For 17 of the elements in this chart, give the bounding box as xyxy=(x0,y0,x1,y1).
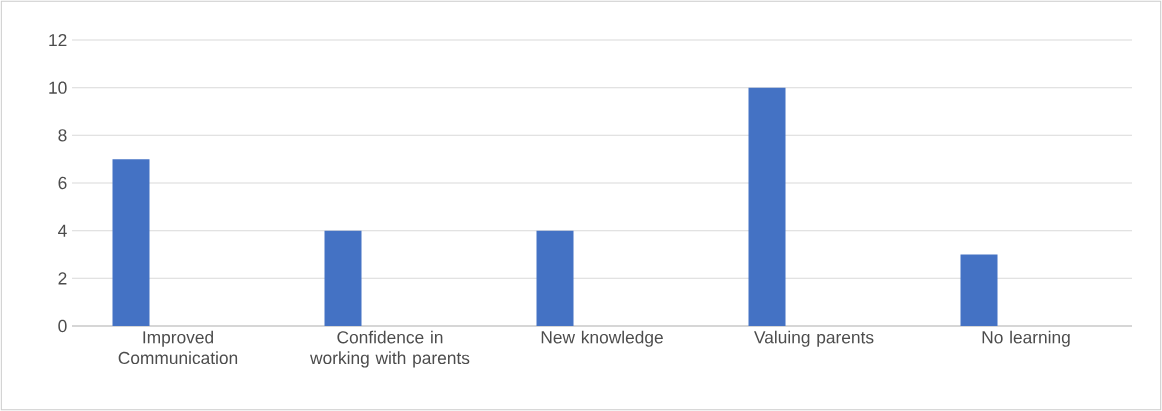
y-tick-label: 8 xyxy=(58,129,67,142)
bar xyxy=(748,87,786,326)
y-tick-label: 2 xyxy=(58,272,67,285)
y-tick-label: 4 xyxy=(58,224,67,237)
x-tick-label: Valuing parents xyxy=(754,330,874,347)
x-tick-label: No learning xyxy=(982,330,1070,347)
x-tick-label: Improved Communication xyxy=(118,330,238,365)
y-tick-label: 0 xyxy=(58,319,67,333)
bar xyxy=(960,254,998,326)
x-tick-label: Confidence in working with parents xyxy=(310,330,470,368)
x-tick-label: New knowledge xyxy=(541,330,663,347)
y-tick-label: 12 xyxy=(49,33,67,47)
y-tick-label: 10 xyxy=(49,81,67,94)
bar xyxy=(324,230,362,326)
y-tick-label: 6 xyxy=(58,176,67,190)
bar xyxy=(536,230,574,326)
bar xyxy=(112,159,150,326)
